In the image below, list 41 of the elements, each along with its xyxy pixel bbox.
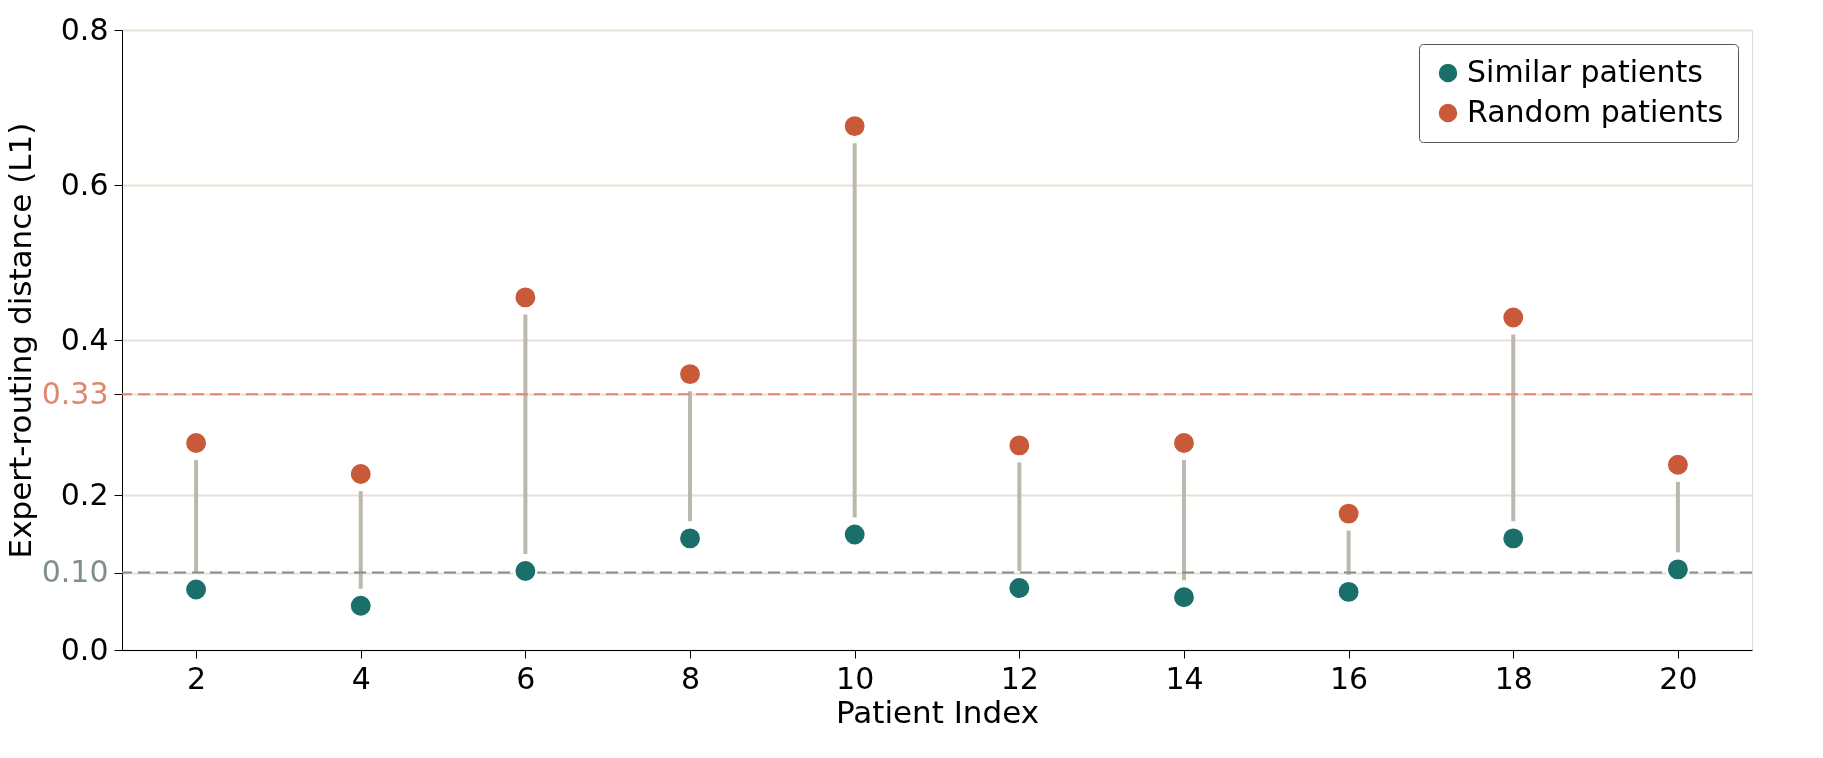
y-tick-label: 0.10 <box>41 554 109 589</box>
point <box>1172 585 1196 610</box>
legend-label: Random patients <box>1467 94 1724 129</box>
x-axis-title: Patient Index <box>835 693 1040 730</box>
point <box>1665 557 1690 582</box>
point <box>678 362 702 387</box>
point <box>348 593 373 618</box>
point <box>184 577 209 602</box>
point <box>1172 431 1196 456</box>
point <box>842 522 867 547</box>
y-tick-label: 0.8 <box>60 11 109 47</box>
x-tick-label: 10 <box>836 660 875 696</box>
point <box>1007 433 1032 458</box>
point <box>1501 305 1526 330</box>
point <box>1665 452 1690 477</box>
x-tick-label: 2 <box>187 660 207 696</box>
x-tick-label: 16 <box>1330 660 1369 696</box>
point <box>348 462 373 487</box>
point <box>184 431 209 456</box>
y-tick-label: 0.0 <box>60 631 109 667</box>
x-tick-label: 18 <box>1494 660 1533 696</box>
y-tick-label: 0.4 <box>60 321 109 357</box>
point <box>1336 501 1361 526</box>
legend-label: Similar patients <box>1467 54 1703 89</box>
point <box>678 526 702 551</box>
y-axis-title: Expert-routing distance (L1) <box>1 122 38 559</box>
point <box>513 285 538 310</box>
x-tick-label: 14 <box>1165 660 1204 696</box>
point <box>1501 526 1526 551</box>
x-tick-label: 20 <box>1659 660 1698 696</box>
point <box>513 559 538 583</box>
point <box>1007 576 1032 600</box>
x-tick-label: 8 <box>680 660 701 696</box>
x-tick-label: 6 <box>516 660 536 696</box>
x-tick-label: 12 <box>1000 660 1039 696</box>
point <box>1336 579 1361 604</box>
y-tick-label: 0.6 <box>60 166 109 202</box>
x-tick-label: 4 <box>351 660 371 696</box>
y-tick-label: 0.33 <box>41 375 109 411</box>
y-tick-label: 0.2 <box>60 476 109 512</box>
point <box>842 114 867 139</box>
